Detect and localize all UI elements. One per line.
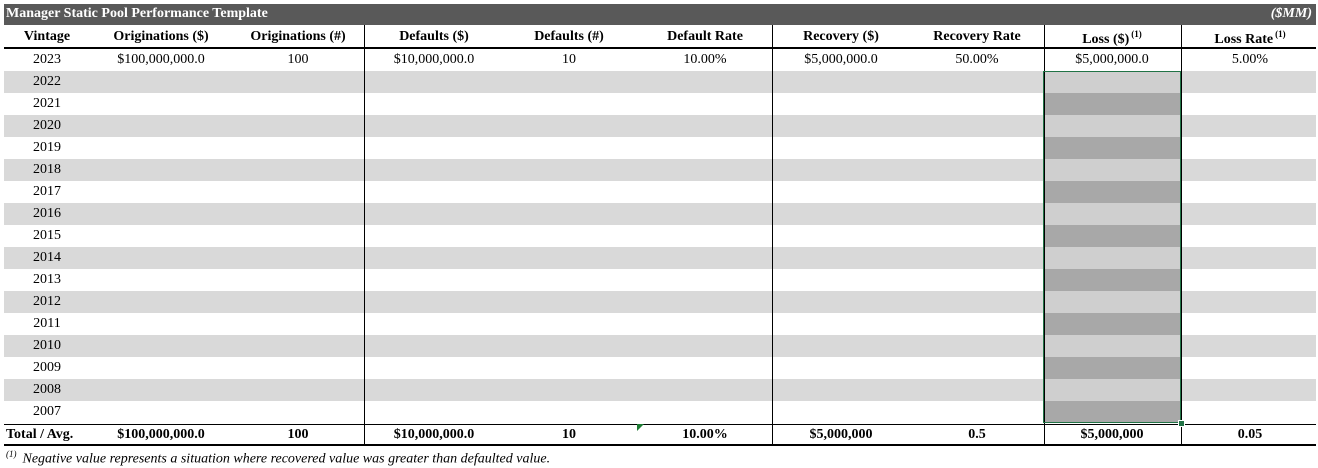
selected-cell[interactable] bbox=[1044, 357, 1180, 379]
selected-cell[interactable] bbox=[1044, 137, 1180, 159]
header-loss-usd[interactable]: Loss ($) (1) bbox=[1082, 29, 1142, 47]
selected-cell[interactable] bbox=[1044, 335, 1180, 357]
total-defaults-count[interactable]: 10 bbox=[562, 427, 576, 442]
total-originations-count[interactable]: 100 bbox=[287, 427, 309, 442]
header-originations-count[interactable]: Originations (#) bbox=[250, 29, 346, 44]
column-divider bbox=[364, 25, 365, 446]
total-recovery-usd[interactable]: $5,000,000 bbox=[809, 427, 873, 442]
total-loss-usd[interactable]: $5,000,000 bbox=[1080, 427, 1144, 442]
selected-cell[interactable] bbox=[1044, 159, 1180, 181]
selected-cell[interactable] bbox=[1044, 71, 1180, 93]
header-recovery-rate[interactable]: Recovery Rate bbox=[933, 29, 1021, 44]
table-row: 2011 bbox=[4, 313, 1316, 335]
total-defaults-usd[interactable]: $10,000,000.0 bbox=[393, 427, 475, 442]
cell-vintage[interactable]: 2020 bbox=[33, 118, 61, 133]
cell-originations-count[interactable]: 100 bbox=[287, 52, 309, 67]
cell-loss-usd[interactable]: $5,000,000.0 bbox=[1075, 52, 1149, 67]
table-row: 2010 bbox=[4, 335, 1316, 357]
selected-cell[interactable] bbox=[1044, 93, 1180, 115]
column-divider bbox=[1181, 25, 1182, 446]
selected-cell[interactable] bbox=[1044, 379, 1180, 401]
cell-vintage[interactable]: 2023 bbox=[33, 52, 61, 67]
header-defaults-count[interactable]: Defaults (#) bbox=[534, 29, 604, 44]
total-label[interactable]: Total / Avg. bbox=[6, 427, 74, 442]
cell-vintage[interactable]: 2007 bbox=[33, 404, 61, 419]
cell-vintage[interactable]: 2022 bbox=[33, 74, 61, 89]
cell-default-rate[interactable]: 10.00% bbox=[683, 52, 727, 67]
table-row: 2013 bbox=[4, 269, 1316, 291]
cell-defaults-usd[interactable]: $10,000,000.0 bbox=[393, 52, 475, 67]
cell-vintage[interactable]: 2021 bbox=[33, 96, 61, 111]
table-row: 2022 bbox=[4, 71, 1316, 93]
table-row: 2017 bbox=[4, 181, 1316, 203]
cell-vintage[interactable]: 2010 bbox=[33, 338, 61, 353]
table-row: 2015 bbox=[4, 225, 1316, 247]
header-recovery-usd[interactable]: Recovery ($) bbox=[803, 29, 879, 44]
footnote: (1) Negative value represents a situation… bbox=[6, 449, 550, 468]
table-row: 2009 bbox=[4, 357, 1316, 379]
footnote-ref: (1) bbox=[1131, 29, 1142, 39]
table-row: 2019 bbox=[4, 137, 1316, 159]
header-loss-rate[interactable]: Loss Rate (1) bbox=[1214, 29, 1286, 47]
cell-vintage[interactable]: 2009 bbox=[33, 360, 61, 375]
table-row: 2018 bbox=[4, 159, 1316, 181]
table-row: 2023 $100,000,000.0 100 $10,000,000.0 10 10.0… bbox=[4, 49, 1316, 71]
table-row: 2016 bbox=[4, 203, 1316, 225]
total-default-rate[interactable]: 10.00% bbox=[682, 427, 728, 442]
cell-vintage[interactable]: 2013 bbox=[33, 272, 61, 287]
cell-vintage[interactable]: 2015 bbox=[33, 228, 61, 243]
total-loss-rate[interactable]: 0.05 bbox=[1237, 427, 1263, 442]
total-recovery-rate[interactable]: 0.5 bbox=[968, 427, 986, 442]
cell-loss-rate[interactable]: 5.00% bbox=[1231, 52, 1269, 67]
table-title-bar: Manager Static Pool Performance Template… bbox=[4, 4, 1316, 25]
error-indicator-icon[interactable] bbox=[637, 424, 644, 431]
selected-cell[interactable] bbox=[1044, 203, 1180, 225]
table-row: 2020 bbox=[4, 115, 1316, 137]
total-row[interactable]: Total / Avg. $100,000,000.0 100 $10,000,000… bbox=[4, 424, 1316, 446]
total-originations-usd[interactable]: $100,000,000.0 bbox=[117, 427, 205, 442]
cell-vintage[interactable]: 2018 bbox=[33, 162, 61, 177]
selected-cell[interactable] bbox=[1044, 269, 1180, 291]
footnote-marker: (1) bbox=[6, 449, 17, 459]
table-row: 2008 bbox=[4, 379, 1316, 401]
header-vintage[interactable]: Vintage bbox=[23, 29, 71, 44]
header-row: Vintage Originations ($) Originations (#) D… bbox=[4, 25, 1316, 49]
cell-vintage[interactable]: 2016 bbox=[33, 206, 61, 221]
table-row: 2021 bbox=[4, 93, 1316, 115]
selected-cell[interactable] bbox=[1044, 291, 1180, 313]
table-row: 2014 bbox=[4, 247, 1316, 269]
table-row: 2007 bbox=[4, 401, 1316, 423]
cell-vintage[interactable]: 2008 bbox=[33, 382, 61, 397]
cell-recovery-usd[interactable]: $5,000,000.0 bbox=[804, 52, 878, 67]
cell-defaults-count[interactable]: 10 bbox=[562, 52, 576, 67]
table-row: 2012 bbox=[4, 291, 1316, 313]
footnote-text: Negative value represents a situation wh… bbox=[22, 451, 551, 467]
cell-vintage[interactable]: 2012 bbox=[33, 294, 61, 309]
footnote-ref: (1) bbox=[1275, 29, 1286, 39]
cell-vintage[interactable]: 2019 bbox=[33, 140, 61, 155]
column-divider bbox=[772, 25, 773, 446]
cell-recovery-rate[interactable]: 50.00% bbox=[955, 52, 999, 67]
cell-vintage[interactable]: 2014 bbox=[33, 250, 61, 265]
selected-cell[interactable] bbox=[1044, 313, 1180, 335]
column-divider bbox=[1044, 25, 1045, 446]
selected-cell[interactable] bbox=[1044, 115, 1180, 137]
cell-vintage[interactable]: 2011 bbox=[33, 316, 61, 331]
header-originations-usd[interactable]: Originations ($) bbox=[113, 29, 209, 44]
cell-originations-usd[interactable]: $100,000,000.0 bbox=[117, 52, 205, 67]
cell-vintage[interactable]: 2017 bbox=[33, 184, 61, 199]
selected-cell[interactable] bbox=[1044, 181, 1180, 203]
header-default-rate[interactable]: Default Rate bbox=[667, 29, 743, 44]
units-label: ($MM) bbox=[1270, 6, 1312, 21]
table-title: Manager Static Pool Performance Template bbox=[6, 6, 268, 21]
header-defaults-usd[interactable]: Defaults ($) bbox=[399, 29, 469, 44]
selected-cell[interactable] bbox=[1044, 401, 1180, 423]
selected-cell[interactable] bbox=[1044, 247, 1180, 269]
fill-handle[interactable] bbox=[1178, 420, 1185, 427]
selected-cell[interactable] bbox=[1044, 225, 1180, 247]
